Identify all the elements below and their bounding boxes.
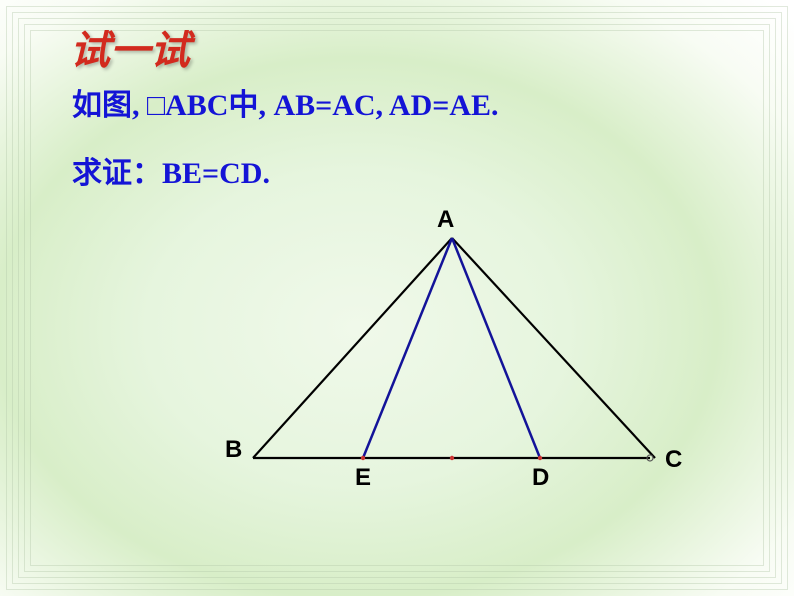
slide-title: 试一试: [70, 18, 190, 76]
problem-text-1: 如图, □ABC中, AB=AC, AD=AE.: [72, 80, 499, 124]
segment-ae: [363, 238, 452, 458]
label-d: D: [532, 464, 549, 492]
problem-text-2: 求证：BE=CD.: [72, 148, 270, 192]
label-e: E: [355, 464, 371, 492]
label-a: A: [437, 206, 454, 234]
label-c: C: [665, 446, 682, 474]
point-e: [361, 456, 365, 460]
label-b: B: [225, 436, 242, 464]
point-m: [450, 456, 454, 460]
segment-ad: [452, 238, 540, 458]
side-ac: [452, 238, 655, 458]
triangle-figure: A B C E D: [190, 210, 670, 490]
point-d: [538, 456, 542, 460]
triangle-svg: [190, 210, 670, 490]
side-ab: [253, 238, 452, 458]
